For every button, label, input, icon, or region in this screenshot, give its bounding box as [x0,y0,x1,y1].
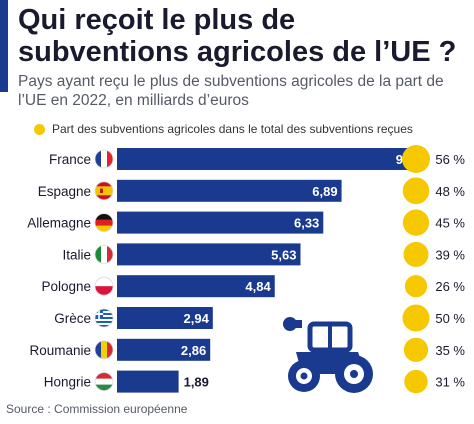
share-bubble [404,369,428,394]
share-label: 31 % [435,375,465,390]
bar [117,179,342,202]
share-label: 39 % [435,247,465,262]
value-label: 2,86 [181,343,206,358]
share-bubble [404,275,428,298]
share-bubble [403,241,429,267]
flag-italy-icon [94,244,114,264]
flag-spain-icon [94,181,114,201]
category-label: Hongrie [44,375,91,390]
category-label: Espagne [38,184,91,199]
bar [117,307,213,329]
share-bubble [402,145,430,173]
share-label: 48 % [435,184,465,199]
share-bubble [403,337,429,362]
value-label: 1,89 [184,375,209,390]
category-label: Italie [62,247,91,262]
value-label: 6,33 [294,216,319,231]
share-label: 26 % [435,279,465,294]
share-label: 45 % [435,216,465,231]
flag-france-icon [94,149,114,169]
category-label: Pologne [41,279,91,294]
legend-dot-icon [34,123,45,135]
share-label: 56 % [435,152,465,167]
flag-poland-icon [94,276,114,296]
bar [117,211,324,234]
share-bubble [402,209,430,236]
flag-hungary-icon [94,372,114,392]
value-label: 2,94 [184,311,210,326]
bar [117,243,301,266]
bar [117,148,425,170]
flag-romania-icon [94,340,114,360]
category-label: Roumanie [29,343,91,358]
page-title: Qui reçoit le plus de subventions agrico… [18,4,457,68]
source-note: Source : Commission européenne [6,402,188,416]
tractor-icon [283,317,373,393]
share-bubble [402,304,430,332]
bar [117,275,275,298]
category-label: Allemagne [27,216,91,231]
category-label: Grèce [54,311,91,326]
value-label: 5,63 [271,247,296,262]
share-bubble [402,177,430,205]
accent-bar [0,0,8,92]
legend: Part des subventions agricoles dans le t… [34,122,413,136]
value-label: 6,89 [312,184,337,199]
legend-label: Part des subventions agricoles dans le t… [52,122,413,136]
bar [117,338,211,361]
category-label: France [49,152,91,167]
flag-greece-icon [94,308,114,328]
flag-germany-icon [94,213,114,233]
bar [117,370,179,393]
page-subtitle: Pays ayant reçu le plus de subventions a… [18,73,444,109]
value-label: 4,84 [245,279,271,294]
share-label: 50 % [435,311,465,326]
share-label: 35 % [435,343,465,358]
